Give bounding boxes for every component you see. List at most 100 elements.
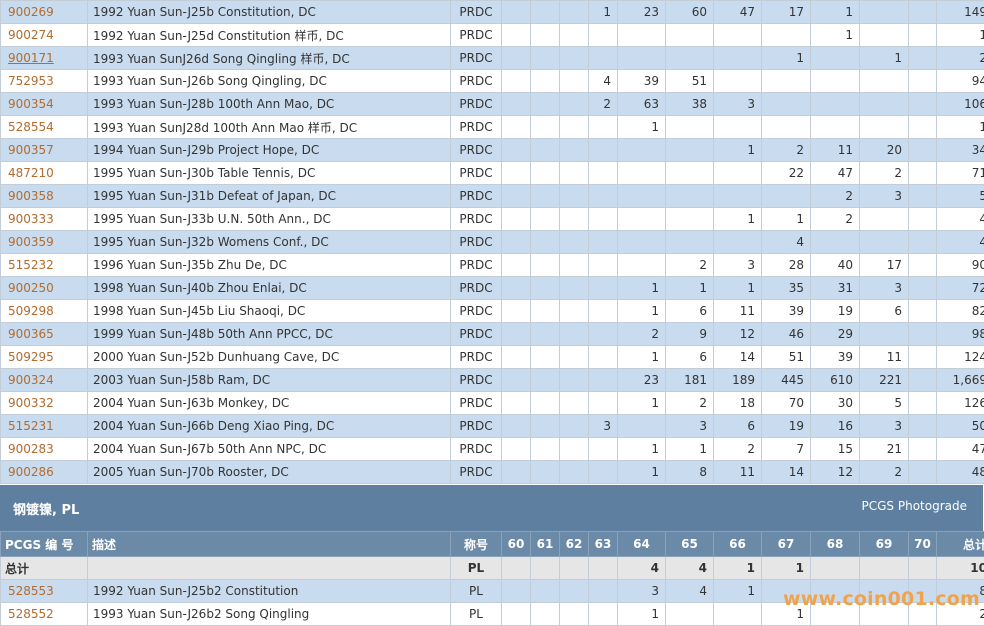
grade-count-70 — [908, 115, 937, 139]
grade-count-64: 23 — [617, 0, 666, 24]
totals-65: 4 — [665, 556, 714, 580]
pcgs-code-link[interactable]: 509295 — [0, 345, 88, 369]
header-68[interactable]: 68 — [810, 531, 860, 557]
pcgs-code-link[interactable]: 509298 — [0, 299, 88, 323]
grade-count-65: 2 — [665, 253, 714, 277]
grade-count-61 — [530, 92, 560, 116]
photograde-link[interactable]: PCGS Photograde — [861, 499, 967, 513]
grade-count-68 — [810, 92, 860, 116]
header-69[interactable]: 69 — [859, 531, 909, 557]
pcgs-code-link[interactable]: 900250 — [0, 276, 88, 300]
pcgs-code-link[interactable]: 900357 — [0, 138, 88, 162]
grade-count-64: 1 — [617, 437, 666, 461]
grade-count-61 — [530, 207, 560, 231]
grade-count-70 — [908, 579, 937, 603]
grade-count-69 — [859, 69, 909, 93]
grade-count-66: 1 — [713, 207, 762, 231]
grade-count-65 — [665, 184, 714, 208]
pcgs-code-link[interactable]: 900354 — [0, 92, 88, 116]
pcgs-code-link[interactable]: 900365 — [0, 322, 88, 346]
grade-count-68: 16 — [810, 414, 860, 438]
pcgs-code-link[interactable]: 528552 — [0, 602, 88, 626]
grade-count-64: 3 — [617, 579, 666, 603]
header-60[interactable]: 60 — [501, 531, 531, 557]
grade-count-62 — [559, 391, 589, 415]
totals-label: 总计 — [0, 556, 88, 580]
grade-count-60 — [501, 579, 531, 603]
coin-description: 1998 Yuan Sun-J45b Liu Shaoqi, DC — [87, 299, 451, 323]
header-67[interactable]: 67 — [761, 531, 811, 557]
grade-count-61 — [530, 253, 560, 277]
row-total: 72 — [936, 276, 984, 300]
grade-count-69 — [859, 602, 909, 626]
grade-count-67: 35 — [761, 276, 811, 300]
pcgs-code-link[interactable]: 900358 — [0, 184, 88, 208]
grade-count-68 — [810, 69, 860, 93]
grade-count-65: 9 — [665, 322, 714, 346]
grade-count-63 — [588, 23, 618, 47]
header-70[interactable]: 70 — [908, 531, 937, 557]
grade-count-62 — [559, 92, 589, 116]
header-description[interactable]: 描述 — [87, 531, 451, 557]
header-62[interactable]: 62 — [559, 531, 589, 557]
pcgs-code-link[interactable]: 515231 — [0, 414, 88, 438]
row-total: 126 — [936, 391, 984, 415]
grade-count-66 — [713, 23, 762, 47]
pcgs-code-link[interactable]: 528553 — [0, 579, 88, 603]
header-66[interactable]: 66 — [713, 531, 762, 557]
header-64[interactable]: 64 — [617, 531, 666, 557]
grade-count-65: 38 — [665, 92, 714, 116]
pcgs-code-link[interactable]: 528554 — [0, 115, 88, 139]
pcgs-code-link[interactable]: 900359 — [0, 230, 88, 254]
grade-count-68: 31 — [810, 276, 860, 300]
grade-count-66: 11 — [713, 299, 762, 323]
table-row: 900357 1994 Yuan Sun-J29b Project Hope, D… — [0, 138, 984, 162]
row-total: 2 — [936, 46, 984, 70]
grade-count-65: 3 — [665, 414, 714, 438]
grade-count-62 — [559, 184, 589, 208]
grade-designation: PRDC — [450, 276, 502, 300]
grade-count-63 — [588, 437, 618, 461]
table-row: 900274 1992 Yuan Sun-J25d Constitution 样币… — [0, 23, 984, 47]
header-65[interactable]: 65 — [665, 531, 714, 557]
grade-count-60 — [501, 115, 531, 139]
grade-count-67: 1 — [761, 46, 811, 70]
totals-62 — [559, 556, 589, 580]
coin-description: 1992 Yuan Sun-J25b Constitution, DC — [87, 0, 451, 24]
pcgs-code-link[interactable]: 487210 — [0, 161, 88, 185]
grade-count-69: 1 — [859, 46, 909, 70]
grade-count-62 — [559, 253, 589, 277]
grade-count-60 — [501, 46, 531, 70]
grade-designation: PRDC — [450, 437, 502, 461]
grade-designation: PRDC — [450, 368, 502, 392]
grade-count-67: 17 — [761, 0, 811, 24]
header-61[interactable]: 61 — [530, 531, 560, 557]
pcgs-code-link[interactable]: 900283 — [0, 437, 88, 461]
pcgs-code-link[interactable]: 900332 — [0, 391, 88, 415]
pcgs-code-link[interactable]: 752953 — [0, 69, 88, 93]
grade-count-66: 1 — [713, 138, 762, 162]
grade-count-62 — [559, 345, 589, 369]
pcgs-code-link[interactable]: 900274 — [0, 23, 88, 47]
grade-count-67 — [761, 115, 811, 139]
pcgs-code-link[interactable]: 900286 — [0, 460, 88, 484]
pcgs-code-link[interactable]: 900269 — [0, 0, 88, 24]
grade-count-60 — [501, 299, 531, 323]
grade-count-65 — [665, 602, 714, 626]
grade-count-70 — [908, 368, 937, 392]
header-63[interactable]: 63 — [588, 531, 618, 557]
header-total[interactable]: 总计 — [936, 531, 984, 557]
header-code[interactable]: PCGS 编 号 — [0, 531, 88, 557]
grade-count-61 — [530, 460, 560, 484]
grade-count-60 — [501, 276, 531, 300]
pcgs-code-link[interactable]: 900324 — [0, 368, 88, 392]
pcgs-code-link[interactable]: 900333 — [0, 207, 88, 231]
grade-count-61 — [530, 69, 560, 93]
grade-count-70 — [908, 138, 937, 162]
pcgs-code-link[interactable]: 515232 — [0, 253, 88, 277]
grade-count-63: 2 — [588, 92, 618, 116]
pcgs-code-link[interactable]: 900171 — [0, 46, 88, 70]
header-grade[interactable]: 称号 — [450, 531, 502, 557]
grade-count-61 — [530, 414, 560, 438]
table-row: 900333 1995 Yuan Sun-J33b U.N. 50th Ann.,… — [0, 207, 984, 231]
